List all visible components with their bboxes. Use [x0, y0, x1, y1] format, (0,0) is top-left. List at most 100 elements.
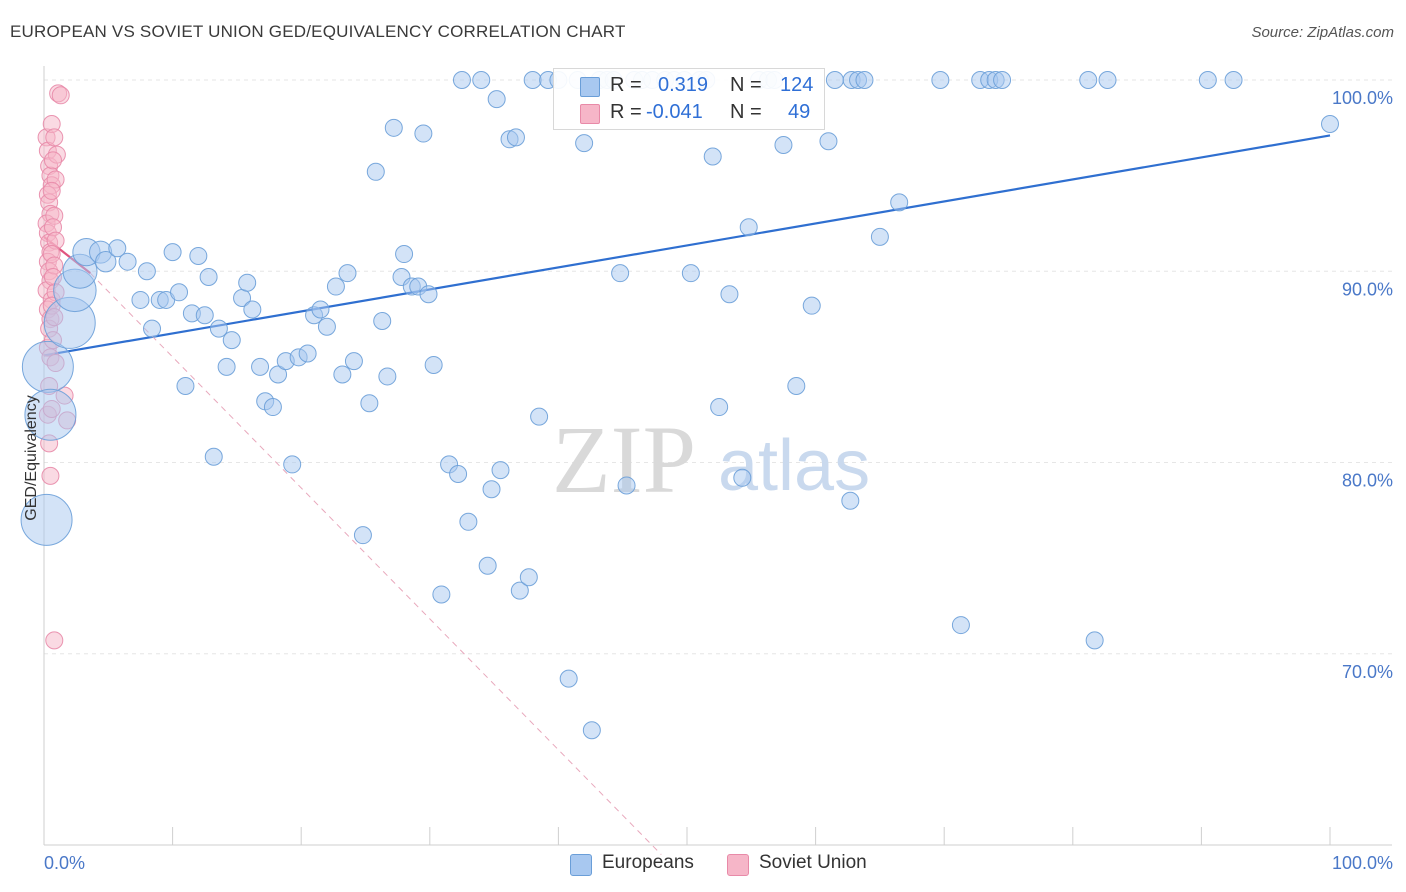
europeans-point-118: [993, 71, 1012, 89]
europeans-point-2: [20, 493, 73, 546]
europeans-point-114: [951, 616, 970, 635]
europeans-point-10: [118, 252, 137, 271]
europeans-point-44: [344, 352, 363, 371]
europeans-legend-label: Europeans: [602, 852, 694, 873]
europeans-point-120: [1085, 631, 1104, 650]
europeans-point-61: [452, 71, 471, 89]
europeans-point-73: [530, 407, 549, 426]
europeans-trend-line: [43, 134, 1331, 357]
europeans-point-35: [283, 455, 302, 474]
europeans-legend-swatch: [570, 854, 592, 876]
y-tick-label-1: 80.0%: [1342, 471, 1393, 491]
europeans-point-47: [366, 162, 385, 181]
europeans-point-95: [710, 398, 729, 417]
watermark-zip: ZIP: [552, 406, 696, 513]
europeans-point-8: [95, 250, 117, 273]
europeans-point-66: [487, 90, 506, 109]
europeans-point-13: [143, 319, 162, 338]
europeans-point-102: [774, 136, 793, 155]
soviet-r-value: -0.041: [646, 101, 703, 123]
europeans-point-110: [855, 71, 874, 89]
europeans-n-value: 124: [780, 74, 814, 96]
europeans-point-94: [703, 147, 722, 166]
soviet-trend-extension: [89, 272, 662, 855]
europeans-swatch: [580, 77, 600, 97]
europeans-point-39: [311, 300, 330, 319]
europeans-point-79: [582, 721, 601, 740]
europeans-point-112: [890, 193, 909, 212]
grid-lines: [44, 79, 1392, 655]
europeans-point-56: [419, 285, 438, 304]
europeans-r-value: 0.319: [658, 74, 709, 96]
soviet-point-32: [44, 151, 63, 170]
europeans-point-122: [1198, 71, 1217, 89]
y-axis-label: GED/Equivalency: [23, 395, 40, 520]
soviet-legend-swatch: [727, 854, 749, 876]
europeans-point-40: [317, 317, 336, 336]
watermark-atlas: atlas: [718, 426, 870, 506]
europeans-point-97: [733, 468, 752, 487]
europeans-point-96: [720, 285, 739, 304]
europeans-r-label: R =: [610, 74, 642, 96]
europeans-point-45: [353, 526, 372, 545]
europeans-point-111: [870, 227, 889, 246]
watermark: ZIP atlas: [552, 406, 870, 513]
y-tick-label-2: 90.0%: [1342, 279, 1393, 299]
europeans-point-24: [209, 319, 228, 338]
legend-item-europeans[interactable]: Europeans: [570, 852, 720, 876]
chart-source: Source: ZipAtlas.com: [1251, 24, 1394, 41]
europeans-point-52: [395, 245, 414, 264]
europeans-point-11: [131, 290, 150, 309]
europeans-point-28: [238, 273, 257, 292]
europeans-point-104: [802, 296, 821, 315]
legend-item-soviet[interactable]: Soviet Union: [727, 852, 887, 876]
europeans-point-69: [506, 128, 525, 147]
europeans-point-30: [251, 357, 270, 376]
europeans-point-12: [137, 262, 156, 281]
europeans-point-42: [333, 365, 352, 384]
europeans-point-70: [510, 581, 529, 600]
europeans-point-106: [825, 71, 844, 89]
europeans-point-1: [24, 388, 77, 441]
europeans-point-37: [298, 344, 317, 363]
europeans-point-62: [459, 512, 478, 531]
europeans-point-17: [170, 283, 189, 302]
europeans-point-46: [360, 394, 379, 413]
soviet-point-28: [51, 86, 70, 105]
europeans-point-72: [523, 71, 542, 89]
europeans-point-32: [263, 398, 282, 417]
soviet-n-label: N =: [730, 101, 762, 123]
europeans-point-98: [739, 218, 758, 237]
europeans-point-113: [931, 71, 950, 89]
europeans-point-78: [575, 134, 594, 153]
europeans-point-9: [108, 239, 127, 258]
soviet-point-34: [42, 181, 61, 200]
europeans-point-49: [378, 367, 397, 386]
europeans-point-71: [519, 568, 538, 587]
europeans-point-84: [617, 476, 636, 495]
europeans-point-29: [243, 300, 262, 319]
europeans-point-22: [199, 267, 218, 286]
soviet-point-30: [45, 128, 64, 147]
europeans-point-50: [384, 118, 403, 137]
europeans-point-57: [424, 355, 443, 374]
europeans-point-0: [21, 340, 74, 393]
europeans-point-25: [217, 357, 236, 376]
europeans-point-55: [414, 124, 433, 143]
europeans-point-121: [1098, 71, 1117, 89]
europeans-point-20: [189, 246, 208, 265]
europeans-n-label: N =: [730, 74, 762, 96]
europeans-point-23: [204, 447, 223, 466]
europeans-point-76: [559, 669, 578, 688]
soviet-n-value: 49: [788, 101, 811, 123]
europeans-point-60: [449, 464, 468, 483]
y-tick-label-0: 70.0%: [1342, 662, 1393, 682]
europeans-point-83: [611, 264, 630, 283]
europeans-point-33: [269, 365, 288, 384]
chart-title: EUROPEAN VS SOVIET UNION GED/EQUIVALENCY…: [10, 22, 626, 41]
soviet-legend-label: Soviet Union: [759, 852, 867, 873]
europeans-point-58: [432, 585, 451, 604]
europeans-point-63: [472, 71, 491, 89]
tick-labels: 70.0% 80.0% 90.0% 100.0% 0.0% 100.0%: [44, 88, 1393, 873]
